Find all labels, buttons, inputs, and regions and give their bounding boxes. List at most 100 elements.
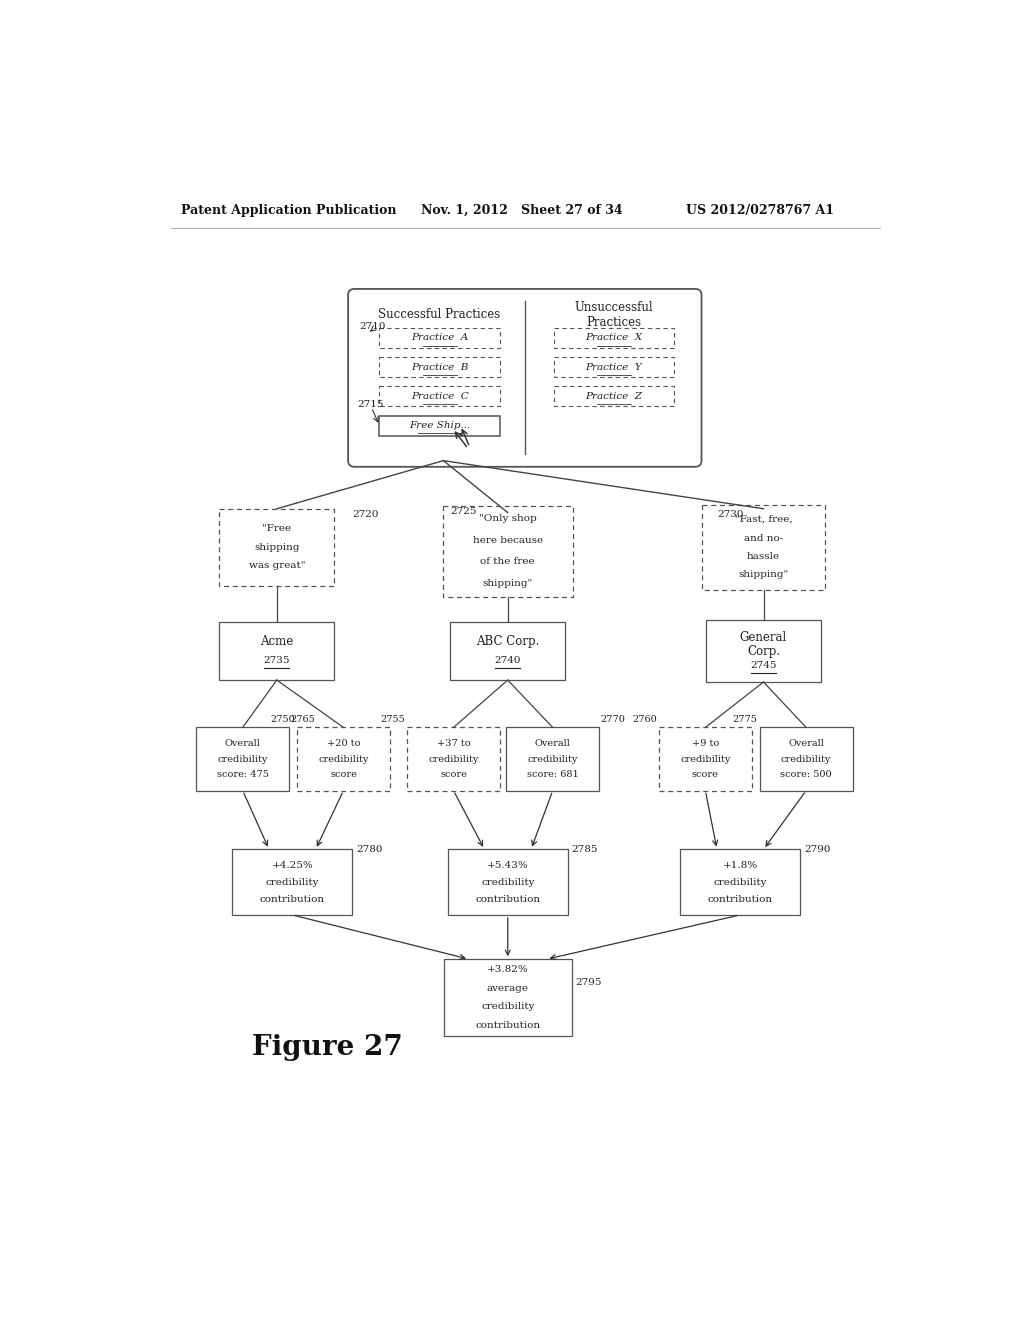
Text: "Fast, free,: "Fast, free, bbox=[734, 515, 793, 524]
Text: +5.43%: +5.43% bbox=[486, 861, 528, 870]
FancyBboxPatch shape bbox=[348, 289, 701, 467]
Text: US 2012/0278767 A1: US 2012/0278767 A1 bbox=[686, 205, 834, 218]
Text: +1.8%: +1.8% bbox=[723, 861, 758, 870]
Text: contribution: contribution bbox=[475, 1020, 541, 1030]
Text: credibility: credibility bbox=[481, 878, 535, 887]
Text: score: score bbox=[440, 770, 467, 779]
Text: +37 to: +37 to bbox=[436, 739, 470, 748]
Text: +4.25%: +4.25% bbox=[271, 861, 313, 870]
Text: 2740: 2740 bbox=[495, 656, 521, 665]
Text: Successful Practices: Successful Practices bbox=[379, 308, 501, 321]
Text: contribution: contribution bbox=[708, 895, 773, 904]
Text: contribution: contribution bbox=[260, 895, 325, 904]
FancyBboxPatch shape bbox=[707, 620, 821, 682]
Text: 2795: 2795 bbox=[575, 978, 602, 987]
Text: 2745: 2745 bbox=[751, 660, 777, 669]
Text: shipping: shipping bbox=[254, 543, 300, 552]
Text: of the free: of the free bbox=[480, 557, 536, 566]
FancyBboxPatch shape bbox=[380, 387, 500, 407]
Text: score: 500: score: 500 bbox=[780, 770, 831, 779]
Text: 2790: 2790 bbox=[804, 845, 830, 854]
Text: 2730: 2730 bbox=[717, 510, 743, 519]
Text: "Only shop: "Only shop bbox=[479, 515, 537, 523]
Text: here because: here because bbox=[473, 536, 543, 545]
Text: Practice  Z: Practice Z bbox=[586, 392, 642, 401]
Text: "Free: "Free bbox=[262, 524, 292, 533]
Text: credibility: credibility bbox=[318, 755, 369, 763]
Text: score: 681: score: 681 bbox=[526, 770, 579, 779]
FancyBboxPatch shape bbox=[442, 506, 572, 597]
FancyBboxPatch shape bbox=[554, 358, 674, 378]
Text: Unsuccessful
Practices: Unsuccessful Practices bbox=[574, 301, 653, 329]
FancyBboxPatch shape bbox=[451, 622, 565, 680]
FancyBboxPatch shape bbox=[380, 358, 500, 378]
FancyBboxPatch shape bbox=[197, 727, 289, 791]
Text: credibility: credibility bbox=[217, 755, 268, 763]
Text: +3.82%: +3.82% bbox=[486, 965, 528, 974]
FancyBboxPatch shape bbox=[407, 727, 500, 791]
Text: 2710: 2710 bbox=[359, 322, 385, 331]
Text: 2765: 2765 bbox=[291, 715, 315, 725]
Text: 2735: 2735 bbox=[263, 656, 290, 665]
FancyBboxPatch shape bbox=[380, 416, 500, 436]
FancyBboxPatch shape bbox=[380, 327, 500, 348]
FancyBboxPatch shape bbox=[506, 727, 599, 791]
Text: Practice  Y: Practice Y bbox=[586, 363, 642, 371]
Text: Nov. 1, 2012   Sheet 27 of 34: Nov. 1, 2012 Sheet 27 of 34 bbox=[421, 205, 623, 218]
FancyBboxPatch shape bbox=[447, 850, 568, 915]
FancyBboxPatch shape bbox=[554, 327, 674, 348]
FancyBboxPatch shape bbox=[219, 508, 334, 586]
Text: score: score bbox=[692, 770, 719, 779]
Text: 2785: 2785 bbox=[571, 845, 598, 854]
Text: 2760: 2760 bbox=[633, 715, 657, 725]
Text: shipping": shipping" bbox=[738, 570, 788, 579]
Text: 2780: 2780 bbox=[356, 845, 383, 854]
Text: score: 475: score: 475 bbox=[217, 770, 268, 779]
Text: Free Ship...: Free Ship... bbox=[409, 421, 470, 430]
Text: General: General bbox=[740, 631, 787, 644]
Text: +9 to: +9 to bbox=[692, 739, 719, 748]
FancyBboxPatch shape bbox=[554, 387, 674, 407]
Text: and no-: and no- bbox=[743, 533, 783, 543]
FancyBboxPatch shape bbox=[443, 960, 571, 1036]
Text: Practice  A: Practice A bbox=[411, 334, 468, 342]
Text: Practice  C: Practice C bbox=[411, 392, 468, 401]
Text: score: score bbox=[330, 770, 357, 779]
Text: credibility: credibility bbox=[714, 878, 767, 887]
Text: Figure 27: Figure 27 bbox=[252, 1035, 402, 1061]
Text: credibility: credibility bbox=[527, 755, 578, 763]
Text: credibility: credibility bbox=[428, 755, 478, 763]
FancyBboxPatch shape bbox=[702, 506, 824, 590]
Text: credibility: credibility bbox=[481, 1002, 535, 1011]
Text: Practice  B: Practice B bbox=[411, 363, 468, 371]
Text: Acme: Acme bbox=[260, 635, 294, 648]
Text: was great": was great" bbox=[249, 561, 305, 570]
FancyBboxPatch shape bbox=[658, 727, 752, 791]
FancyBboxPatch shape bbox=[297, 727, 390, 791]
Text: Overall: Overall bbox=[788, 739, 824, 748]
Text: average: average bbox=[486, 983, 528, 993]
Text: Corp.: Corp. bbox=[746, 644, 780, 657]
Text: contribution: contribution bbox=[475, 895, 541, 904]
Text: Overall: Overall bbox=[535, 739, 570, 748]
Text: 2755: 2755 bbox=[381, 715, 406, 725]
Text: Patent Application Publication: Patent Application Publication bbox=[180, 205, 396, 218]
Text: hassle: hassle bbox=[746, 552, 780, 561]
Text: ABC Corp.: ABC Corp. bbox=[476, 635, 540, 648]
Text: credibility: credibility bbox=[680, 755, 730, 763]
Text: 2720: 2720 bbox=[352, 510, 379, 519]
FancyBboxPatch shape bbox=[232, 850, 352, 915]
Text: Practice  X: Practice X bbox=[586, 334, 642, 342]
Text: credibility: credibility bbox=[781, 755, 831, 763]
Text: 2715: 2715 bbox=[357, 400, 384, 409]
Text: 2775: 2775 bbox=[732, 715, 758, 725]
FancyBboxPatch shape bbox=[760, 727, 853, 791]
Text: shipping": shipping" bbox=[482, 579, 532, 587]
Text: 2725: 2725 bbox=[451, 507, 477, 516]
Text: +20 to: +20 to bbox=[327, 739, 360, 748]
Text: 2770: 2770 bbox=[601, 715, 626, 725]
FancyBboxPatch shape bbox=[680, 850, 801, 915]
Text: credibility: credibility bbox=[265, 878, 319, 887]
Text: 2750: 2750 bbox=[270, 715, 295, 725]
Text: Overall: Overall bbox=[224, 739, 261, 748]
